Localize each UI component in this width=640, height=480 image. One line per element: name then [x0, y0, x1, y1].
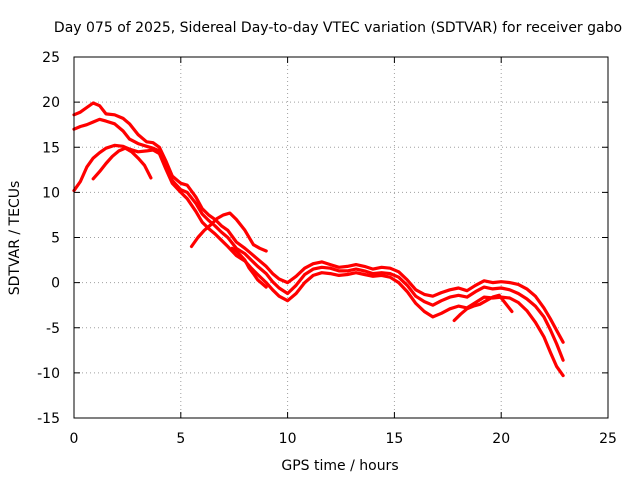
- plot-frame: [73, 56, 609, 419]
- series-line-track-2: [72, 117, 565, 362]
- series-line-track-1: [72, 101, 565, 344]
- x-axis-label: GPS time / hours: [281, 458, 398, 474]
- series-line-track-3: [72, 143, 565, 378]
- y-tick-label: 20: [42, 95, 60, 111]
- x-tick-label: 15: [385, 431, 403, 447]
- series-line-track-7: [452, 293, 514, 323]
- grid-lines: [74, 57, 608, 418]
- y-tick-label: -5: [46, 321, 60, 337]
- y-tick-label: 15: [42, 140, 60, 156]
- series-line-track-4: [91, 146, 153, 181]
- y-tick-label: 0: [51, 276, 60, 292]
- y-tick-label: 25: [42, 50, 60, 66]
- x-tick-label: 25: [599, 431, 617, 447]
- x-tick-label: 5: [176, 431, 185, 447]
- y-tick-label: -10: [37, 366, 60, 382]
- y-tick-label: 5: [51, 231, 60, 247]
- x-tick-label: 10: [279, 431, 297, 447]
- y-tick-label: 10: [42, 185, 60, 201]
- chart-title: Day 075 of 2025, Sidereal Day-to-day VTE…: [54, 20, 622, 36]
- y-tick-label: -15: [37, 411, 60, 427]
- series-line-track-6: [230, 246, 268, 289]
- axis-ticks: 0 5 10 15 20 25 -15 -10 -5 0 5 10 15 20 25: [37, 50, 617, 447]
- series-line-track-5: [189, 211, 268, 253]
- x-tick-label: 0: [70, 431, 79, 447]
- y-axis-label: SDTVAR / TECUs: [7, 181, 23, 296]
- x-tick-label: 20: [492, 431, 510, 447]
- series-layer: [72, 101, 565, 378]
